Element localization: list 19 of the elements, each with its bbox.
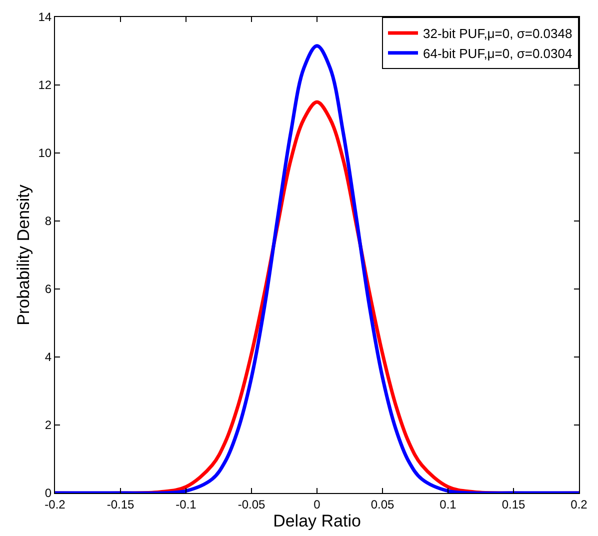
y-tick-label: 10 xyxy=(38,146,52,160)
legend-label: 64-bit PUF,μ=0, σ=0.0304 xyxy=(423,46,572,61)
x-axis-title: Delay Ratio xyxy=(273,511,361,530)
legend-label: 32-bit PUF,μ=0, σ=0.0348 xyxy=(423,26,572,42)
y-tick-label: 4 xyxy=(44,350,52,364)
x-tick-label: 0.2 xyxy=(570,497,588,512)
x-tick-label: -0.15 xyxy=(106,497,134,512)
x-tick-label: 0.15 xyxy=(502,497,526,512)
y-axis-title: Probability Density xyxy=(14,184,33,326)
y-tick-label: 6 xyxy=(44,282,52,296)
x-tick-label: -0.05 xyxy=(238,497,266,512)
x-tick-label: 0.05 xyxy=(370,497,394,512)
y-tick-label: 8 xyxy=(44,214,52,228)
x-tick-label: 0.1 xyxy=(440,497,457,512)
x-tick-label: 0 xyxy=(314,497,321,512)
y-tick-label: 2 xyxy=(44,418,52,432)
y-tick-label: 12 xyxy=(38,78,52,92)
y-tick-label: 14 xyxy=(38,10,52,24)
x-tick-label: -0.1 xyxy=(176,497,197,512)
